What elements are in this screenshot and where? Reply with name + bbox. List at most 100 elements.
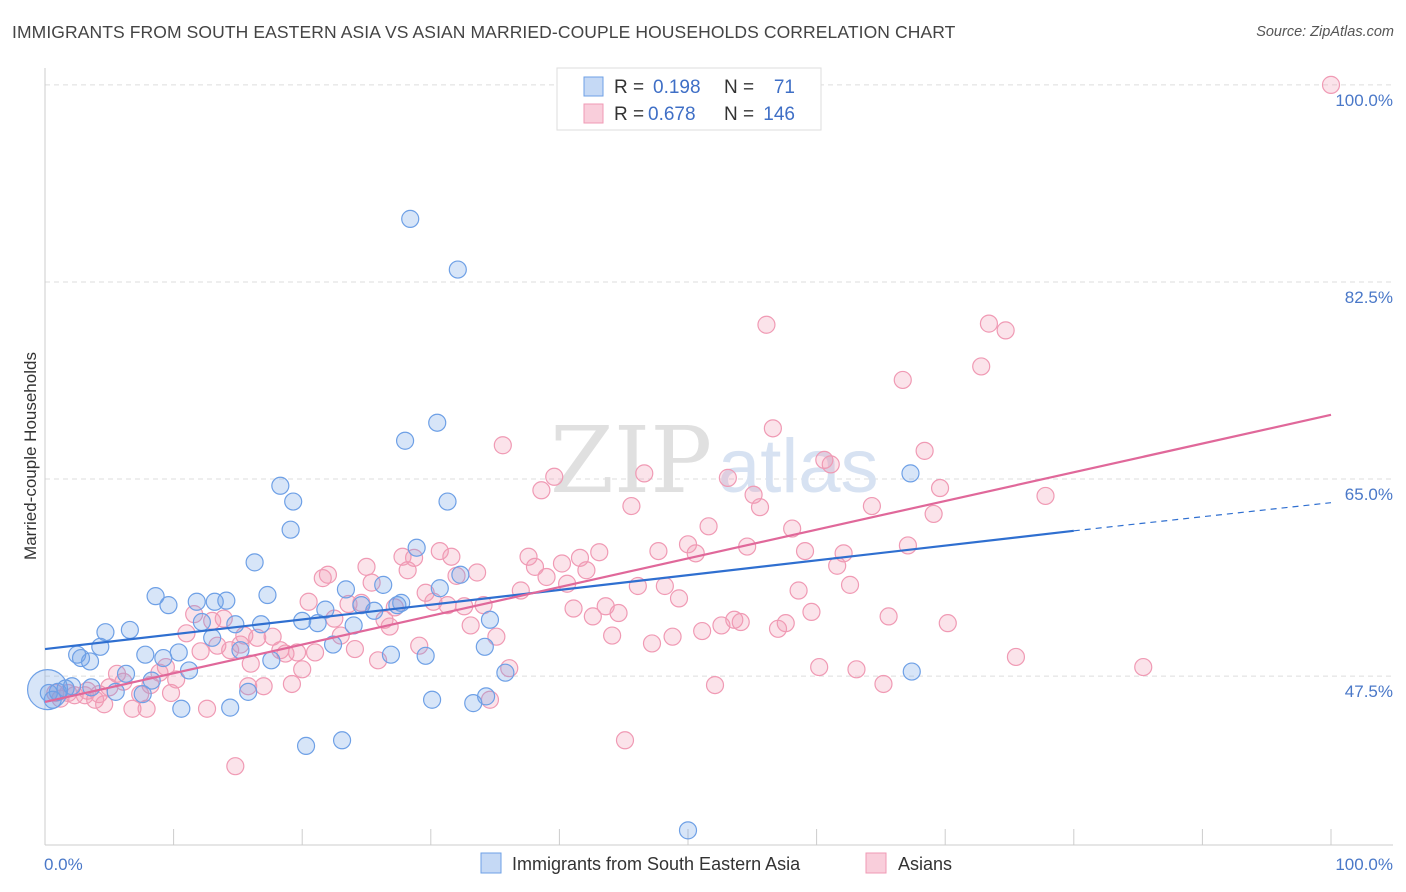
point-pink-28	[226, 757, 245, 776]
x-tick-labels: 0.0% 100.0%	[44, 855, 1393, 874]
point-blue-70	[902, 662, 921, 681]
point-blue-58	[428, 413, 447, 432]
point-blue-60	[438, 492, 457, 511]
legend-n-label-1: N =	[724, 77, 754, 98]
point-blue-24	[192, 612, 211, 632]
point-blue-37	[281, 520, 300, 539]
point-pink-112	[763, 419, 782, 438]
point-pink-75	[519, 547, 538, 566]
point-blue-19	[159, 596, 178, 615]
point-pink-40	[293, 660, 312, 679]
point-pink-41	[299, 592, 318, 611]
point-pink-19	[167, 670, 186, 689]
y-tick-label-0: 47.5%	[1345, 682, 1393, 701]
y-tick-label-2: 82.5%	[1345, 288, 1393, 307]
point-pink-100	[686, 544, 705, 563]
point-pink-103	[705, 675, 725, 695]
point-blue-69	[901, 464, 920, 483]
point-pink-132	[924, 504, 943, 524]
legend-r-value-2: 0.678	[648, 104, 696, 125]
legend-n-value-1: 71	[774, 77, 795, 98]
point-blue-35	[262, 651, 281, 670]
point-pink-27	[221, 641, 240, 660]
point-pink-128	[879, 607, 898, 626]
x-tick-label-min: 0.0%	[44, 855, 83, 874]
point-pink-105	[718, 468, 737, 487]
legend-r-label-1: R =	[614, 77, 644, 98]
point-blue-29	[226, 615, 245, 634]
point-pink-64	[442, 547, 461, 566]
point-pink-90	[615, 731, 635, 750]
point-pink-88	[603, 626, 622, 645]
point-blue-12	[116, 664, 136, 683]
point-pink-129	[893, 370, 912, 390]
legend-n-label-2: N =	[724, 104, 754, 125]
point-pink-91	[622, 496, 641, 516]
y-tick-label-1: 65.0%	[1345, 485, 1393, 504]
watermark-atlas: atlas	[718, 424, 879, 509]
point-pink-117	[795, 541, 815, 561]
point-pink-12	[123, 699, 142, 718]
point-blue-21	[172, 699, 191, 718]
point-pink-138	[1006, 647, 1026, 667]
point-pink-89	[609, 603, 628, 623]
point-blue-17	[146, 587, 165, 606]
point-pink-127	[874, 674, 893, 694]
point-pink-42	[305, 643, 325, 662]
point-pink-82	[564, 599, 583, 618]
point-pink-72	[493, 436, 512, 455]
point-pink-126	[862, 496, 881, 516]
trend-line-blue-extension	[1073, 502, 1332, 532]
y-axis-label: Married-couple Households	[21, 352, 40, 560]
point-pink-59	[410, 636, 429, 655]
watermark-zip: ZIP	[550, 407, 712, 514]
point-pink-140	[1134, 657, 1153, 677]
point-blue-57	[422, 690, 442, 709]
point-pink-107	[731, 612, 750, 632]
point-pink-50	[357, 557, 376, 576]
point-blue-25	[203, 628, 222, 647]
legend-n-value-2: 146	[763, 104, 795, 125]
point-blue-27	[217, 591, 236, 610]
legend-swatch-blue	[583, 76, 604, 97]
point-pink-123	[834, 544, 853, 563]
point-pink-33	[248, 628, 267, 647]
point-blue-13	[120, 620, 139, 640]
point-pink-44	[318, 565, 338, 584]
point-blue-65	[476, 687, 496, 706]
point-pink-119	[810, 657, 829, 677]
point-blue-55	[407, 538, 426, 557]
point-pink-97	[663, 627, 682, 646]
point-blue-38	[284, 492, 303, 511]
source-label: Source: ZipAtlas.com	[1256, 24, 1394, 40]
point-blue-66	[480, 610, 500, 629]
point-pink-135	[972, 357, 991, 376]
trend-lines	[44, 413, 1332, 704]
point-blue-7	[80, 652, 100, 671]
point-blue-15	[136, 645, 155, 664]
point-pink-139	[1036, 486, 1055, 506]
point-pink-136	[979, 314, 999, 333]
legend-r-value-1: 0.198	[653, 77, 701, 98]
point-pink-124	[840, 575, 860, 594]
point-blue-14	[133, 685, 152, 704]
point-pink-8	[95, 695, 114, 714]
point-blue-44	[332, 731, 352, 750]
point-pink-78	[537, 567, 556, 587]
point-pink-71	[487, 627, 506, 646]
point-blue-67	[496, 663, 515, 682]
legend: R = 0.198 N = 71 R = 0.678 N = 146	[556, 67, 822, 131]
legend-swatch-pink	[583, 103, 604, 124]
point-pink-96	[655, 576, 674, 596]
trend-line-pink	[44, 413, 1332, 704]
point-blue-59	[430, 579, 449, 598]
point-blue-42	[316, 600, 335, 619]
point-blue-23	[187, 592, 206, 611]
point-pink-84	[577, 561, 596, 580]
chart-title: IMMIGRANTS FROM SOUTH EASTERN ASIA VS AS…	[12, 22, 956, 42]
point-blue-43	[323, 635, 343, 654]
point-blue-53	[395, 431, 415, 450]
point-pink-51	[362, 573, 381, 592]
point-pink-115	[783, 519, 802, 538]
